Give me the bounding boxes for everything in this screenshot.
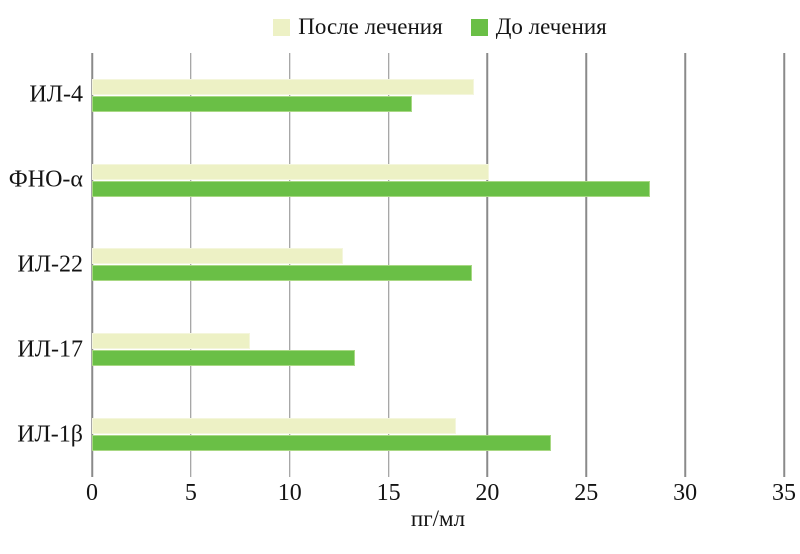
legend-item-0: После лечения [273, 14, 443, 40]
legend-item-1: До лечения [470, 14, 607, 40]
category-label: ИЛ-1β [17, 421, 83, 448]
x-axis-label: пг/мл [410, 506, 466, 531]
category-label: ФНО-α [8, 166, 83, 193]
bar-after-treatment [92, 78, 474, 95]
bar-after-treatment [92, 163, 490, 180]
x-tick-label: 10 [277, 480, 302, 506]
bar-before-treatment [92, 95, 413, 112]
x-tick-label: 35 [772, 480, 796, 506]
bar-before-treatment [92, 180, 650, 197]
category-label: ИЛ-22 [17, 251, 83, 278]
category-band-3: ИЛ-17 [17, 307, 784, 392]
bar-after-treatment [92, 248, 344, 265]
x-tick-label: 25 [574, 480, 599, 506]
category-band-0: ИЛ-4 [29, 53, 784, 138]
category-band-2: ИЛ-22 [17, 223, 784, 308]
gridline [387, 53, 390, 477]
bar-after-treatment [92, 418, 456, 435]
x-tick-label: 20 [475, 480, 500, 506]
gridline [684, 53, 686, 477]
bar-before-treatment [92, 435, 551, 452]
legend-swatch-icon [273, 18, 291, 36]
gridline [91, 53, 93, 477]
x-tick-label: 5 [184, 480, 197, 506]
legend-label: После лечения [298, 14, 443, 39]
legend: После лечения До лечения [80, 0, 800, 42]
bars-container: ИЛ-4 ФНО-α ИЛ-22 ИЛ-17 ИЛ-1β [9, 53, 784, 477]
gridline [585, 53, 588, 477]
x-tick-label: 15 [376, 480, 401, 506]
bar-before-treatment [92, 265, 472, 282]
bar-before-treatment [92, 350, 355, 367]
x-tick-label: 0 [86, 480, 98, 506]
category-band-1: ФНО-α [9, 138, 784, 223]
gridline [486, 53, 489, 477]
bar-after-treatment [92, 333, 251, 350]
legend-swatch-icon [470, 18, 488, 36]
gridline [783, 53, 785, 477]
plot-area: ИЛ-4 ФНО-α ИЛ-22 ИЛ-17 ИЛ-1β [9, 53, 785, 477]
category-band-4: ИЛ-1β [17, 392, 784, 477]
category-label: ИЛ-4 [29, 81, 83, 108]
gridline [190, 53, 192, 477]
x-tick-label: 30 [673, 480, 698, 506]
x-axis-ticks: 0 5 10 15 20 25 30 35 [86, 477, 796, 506]
legend-label: До лечения [495, 14, 607, 39]
category-label: ИЛ-17 [17, 336, 83, 363]
gridline [288, 53, 291, 477]
